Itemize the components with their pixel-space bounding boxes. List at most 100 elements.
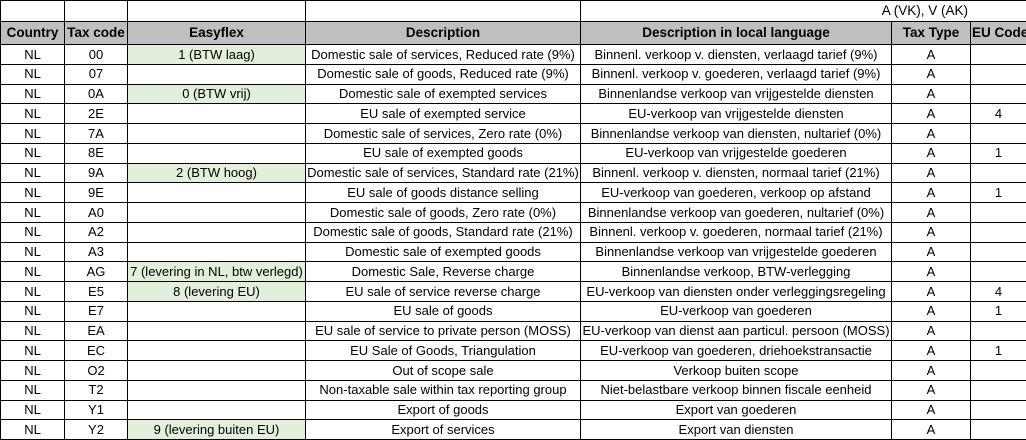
col-header-description-local[interactable]: Description in local language (580, 21, 892, 45)
cell-description-local[interactable]: Export van diensten (580, 419, 892, 440)
cell-country[interactable]: NL (0, 379, 65, 401)
cell-tax-type[interactable]: A (891, 63, 971, 85)
cell-easyflex[interactable] (127, 360, 306, 381)
cell-tax-code[interactable]: A3 (64, 241, 128, 263)
cell-tax-type[interactable]: A (891, 142, 971, 164)
empty-cell[interactable] (305, 0, 581, 22)
cell-description[interactable]: Export of services (305, 419, 581, 440)
cell-description-local[interactable]: EU-verkoop van dienst aan particul. pers… (580, 320, 892, 342)
cell-eu-code[interactable] (969, 379, 1026, 401)
cell-description-local[interactable]: Binnenlandse verkoop van diensten, nulta… (580, 123, 892, 144)
cell-country[interactable]: NL (0, 399, 65, 421)
cell-easyflex[interactable]: 9 (levering buiten EU) (127, 419, 306, 440)
cell-eu-code[interactable] (969, 123, 1026, 144)
cell-eu-code[interactable] (969, 44, 1026, 65)
col-header-easyflex[interactable]: Easyflex (127, 21, 306, 45)
cell-easyflex[interactable]: 8 (levering EU) (127, 281, 306, 302)
cell-country[interactable]: NL (0, 261, 65, 282)
cell-tax-code[interactable]: 2E (64, 103, 128, 124)
cell-easyflex[interactable] (127, 300, 306, 322)
cell-easyflex[interactable]: 2 (BTW hoog) (127, 162, 306, 184)
cell-country[interactable]: NL (0, 44, 65, 65)
cell-easyflex[interactable] (127, 182, 306, 203)
cell-country[interactable]: NL (0, 162, 65, 184)
cell-tax-type[interactable]: A (891, 261, 971, 282)
cell-description[interactable]: Domestic sale of services, Standard rate… (305, 162, 581, 184)
cell-country[interactable]: NL (0, 320, 65, 342)
cell-tax-code[interactable]: 9A (64, 162, 128, 184)
cell-eu-code[interactable]: 4 (969, 281, 1026, 302)
cell-tax-type[interactable]: A (891, 300, 971, 322)
cell-country[interactable]: NL (0, 281, 65, 302)
cell-easyflex[interactable] (127, 103, 306, 124)
cell-tax-code[interactable]: 9E (64, 182, 128, 203)
cell-tax-type[interactable]: A (891, 103, 971, 124)
cell-description-local[interactable]: Niet-belastbare verkoop binnen fiscale e… (580, 379, 892, 401)
cell-description[interactable]: Domestic sale of goods, Reduced rate (9%… (305, 63, 581, 85)
cell-tax-code[interactable]: 7A (64, 123, 128, 144)
cell-country[interactable]: NL (0, 83, 65, 105)
cell-country[interactable]: NL (0, 360, 65, 381)
cell-eu-code[interactable]: 1 (969, 300, 1026, 322)
cell-description[interactable]: Out of scope sale (305, 360, 581, 381)
cell-eu-code[interactable] (969, 63, 1026, 85)
cell-country[interactable]: NL (0, 300, 65, 322)
cell-eu-code[interactable]: 4 (969, 103, 1026, 124)
cell-description[interactable]: EU sale of goods distance selling (305, 182, 581, 203)
cell-description-local[interactable]: EU-verkoop van vrijgestelde goederen (580, 142, 892, 164)
cell-eu-code[interactable]: 1 (969, 142, 1026, 164)
cell-description[interactable]: EU sale of service to private person (MO… (305, 320, 581, 342)
cell-eu-code[interactable] (969, 162, 1026, 184)
cell-tax-type[interactable]: A (891, 202, 971, 223)
cell-tax-type[interactable]: A (891, 419, 971, 440)
cell-eu-code[interactable] (969, 241, 1026, 263)
cell-tax-code[interactable]: E5 (64, 281, 128, 302)
cell-description[interactable]: EU sale of exempted goods (305, 142, 581, 164)
cell-easyflex[interactable] (127, 399, 306, 421)
cell-description-local[interactable]: EU-verkoop van diensten onder verlegging… (580, 281, 892, 302)
cell-tax-code[interactable]: T2 (64, 379, 128, 401)
cell-description-local[interactable]: Binnenlandse verkoop van vrijgestelde go… (580, 241, 892, 263)
cell-tax-code[interactable]: 00 (64, 44, 128, 65)
cell-tax-type[interactable]: A (891, 320, 971, 342)
cell-description[interactable]: EU Sale of Goods, Triangulation (305, 340, 581, 361)
cell-tax-code[interactable]: A2 (64, 221, 128, 243)
cell-country[interactable]: NL (0, 63, 65, 85)
cell-tax-type[interactable]: A (891, 221, 971, 243)
cell-easyflex[interactable] (127, 63, 306, 85)
cell-tax-code[interactable]: O2 (64, 360, 128, 381)
cell-country[interactable]: NL (0, 142, 65, 164)
cell-description-local[interactable]: Binnenl. verkoop v. goederen, verlaagd t… (580, 63, 892, 85)
cell-description[interactable]: EU sale of service reverse charge (305, 281, 581, 302)
cell-eu-code[interactable] (969, 202, 1026, 223)
cell-country[interactable]: NL (0, 221, 65, 243)
cell-description-local[interactable]: Binnenl. verkoop v. diensten, normaal ta… (580, 162, 892, 184)
cell-description[interactable]: Domestic sale of services, Reduced rate … (305, 44, 581, 65)
empty-cell[interactable] (127, 0, 306, 22)
cell-tax-code[interactable]: Y2 (64, 419, 128, 440)
cell-country[interactable]: NL (0, 123, 65, 144)
cell-tax-type[interactable]: A (891, 281, 971, 302)
tax-type-note[interactable]: A (VK), V (AK) (579, 0, 1026, 22)
cell-easyflex[interactable] (127, 202, 306, 223)
col-header-tax-code[interactable]: Tax code (64, 21, 128, 45)
cell-tax-type[interactable]: A (891, 399, 971, 421)
cell-country[interactable]: NL (0, 241, 65, 263)
cell-tax-type[interactable]: A (891, 379, 971, 401)
cell-eu-code[interactable] (969, 360, 1026, 381)
cell-eu-code[interactable] (969, 261, 1026, 282)
cell-tax-code[interactable]: AG (64, 261, 128, 282)
cell-description[interactable]: Domestic sale of goods, Zero rate (0%) (305, 202, 581, 223)
col-header-tax-type[interactable]: Tax Type (891, 21, 971, 45)
cell-easyflex[interactable]: 1 (BTW laag) (127, 44, 306, 65)
cell-description-local[interactable]: Binnenl. verkoop v. diensten, verlaagd t… (580, 44, 892, 65)
cell-tax-type[interactable]: A (891, 162, 971, 184)
cell-description[interactable]: EU sale of goods (305, 300, 581, 322)
cell-description-local[interactable]: EU-verkoop van goederen, driehoekstransa… (580, 340, 892, 361)
cell-tax-code[interactable]: Y1 (64, 399, 128, 421)
cell-description-local[interactable]: Binnenlandse verkoop van goederen, nulta… (580, 202, 892, 223)
cell-tax-code[interactable]: EA (64, 320, 128, 342)
cell-description[interactable]: Domestic Sale, Reverse charge (305, 261, 581, 282)
cell-tax-type[interactable]: A (891, 83, 971, 105)
cell-easyflex[interactable] (127, 320, 306, 342)
